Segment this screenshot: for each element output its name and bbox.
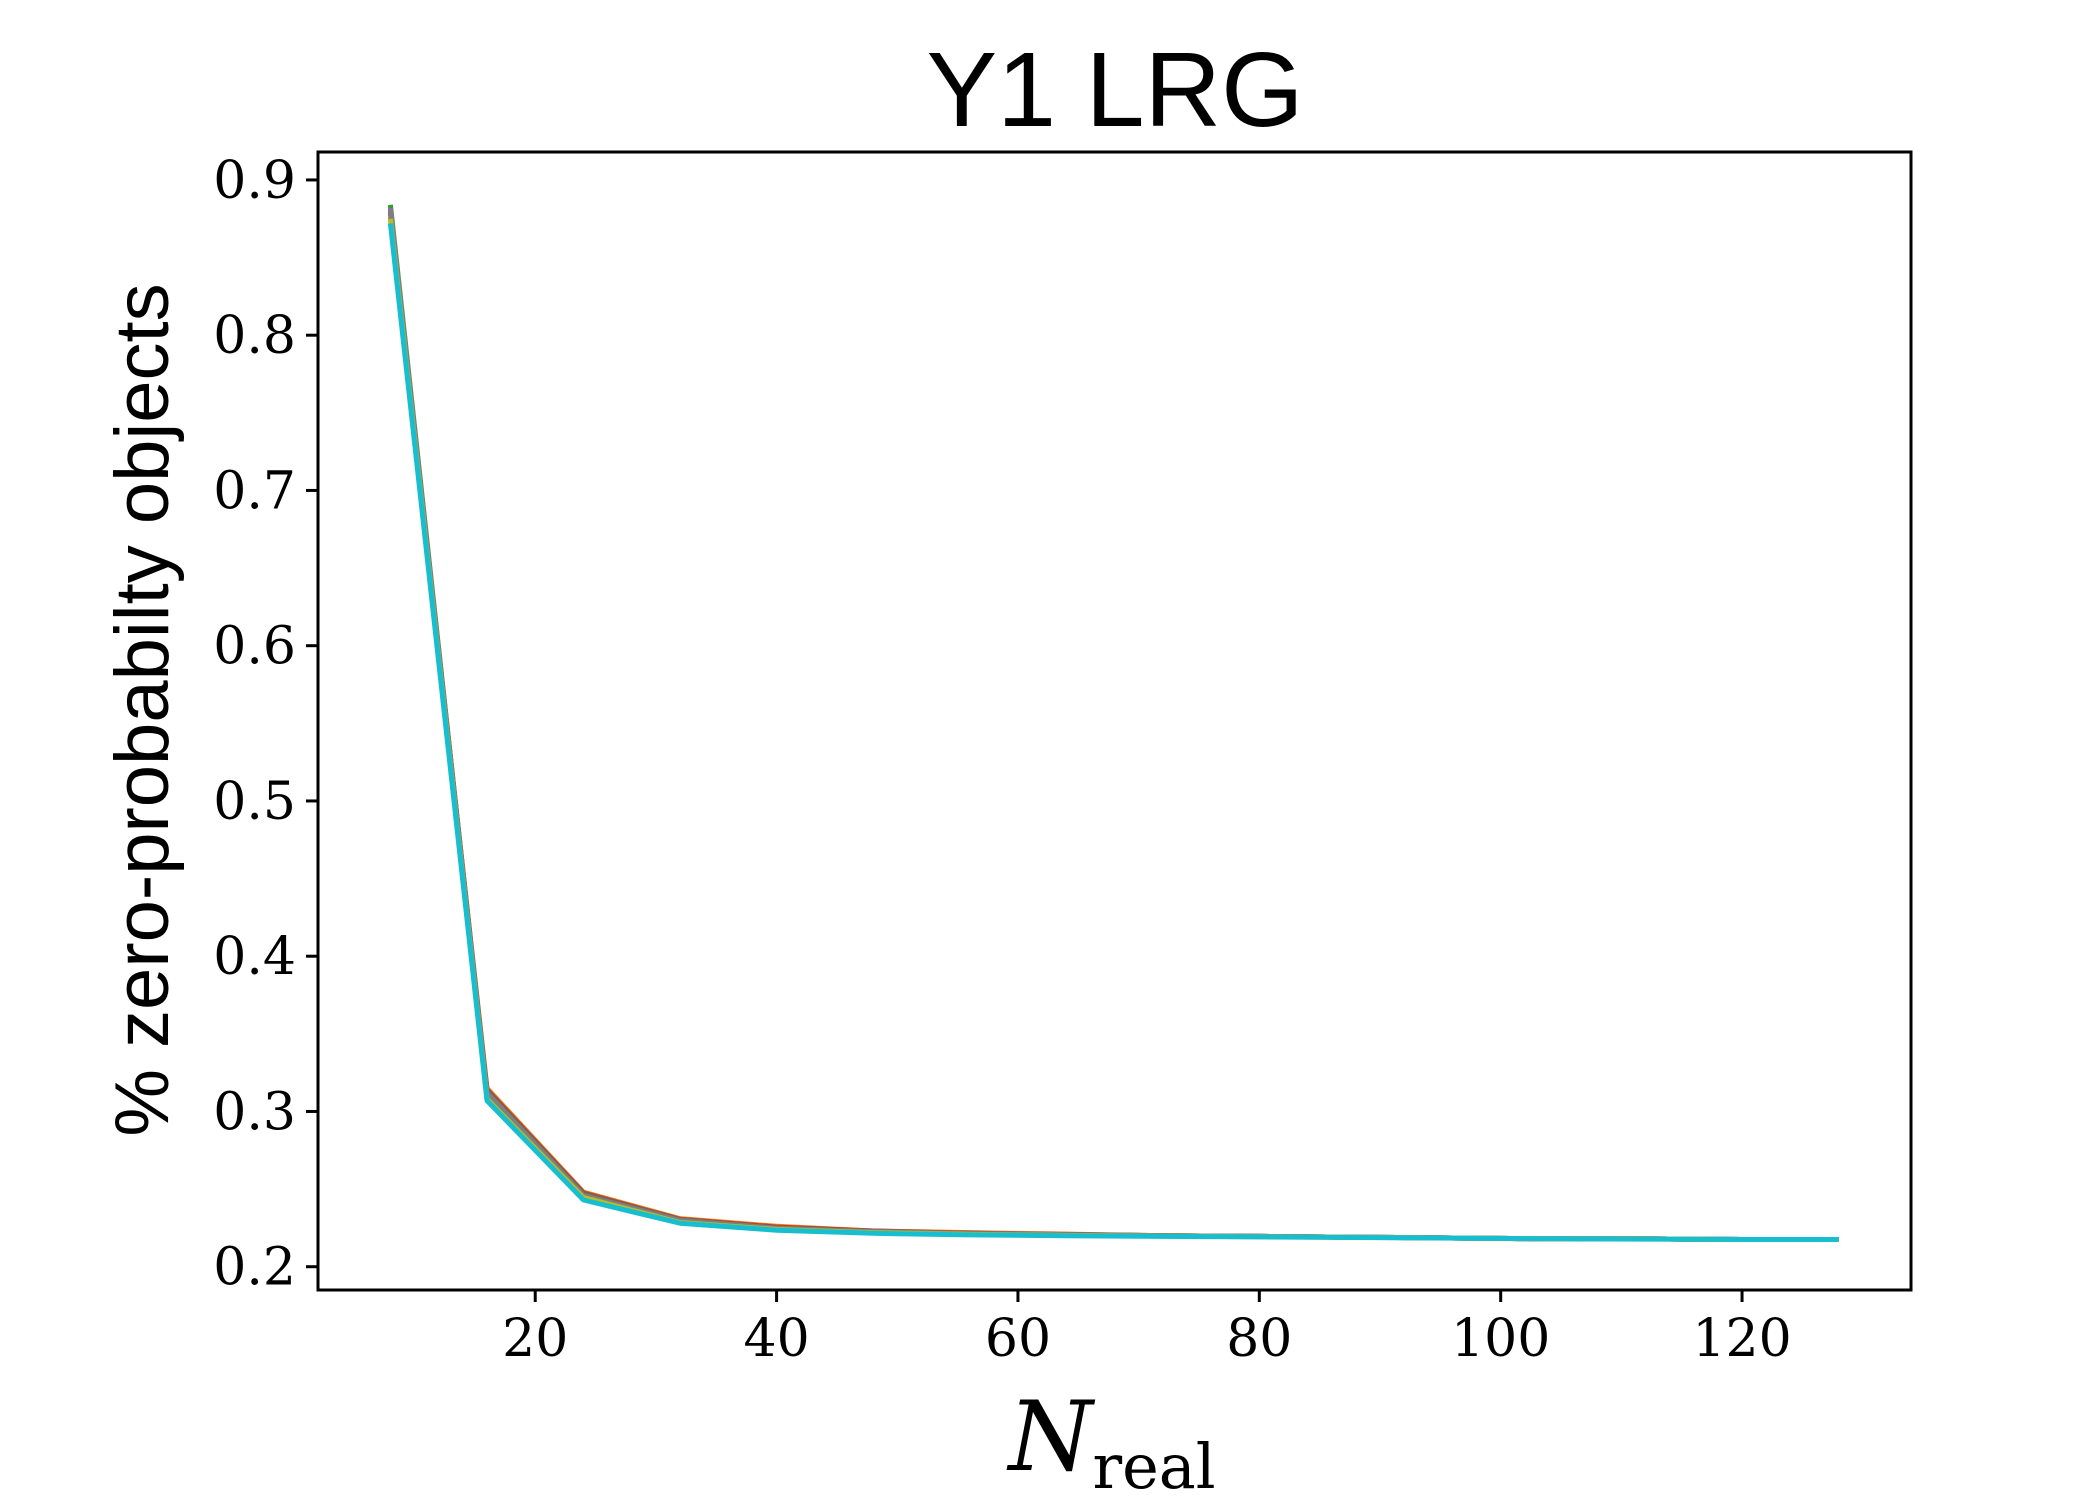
series-line-9 bbox=[387, 218, 1839, 1242]
chart-title: Y1 LRG bbox=[926, 31, 1303, 149]
series-line-1 bbox=[387, 210, 1839, 1242]
series-line-5 bbox=[387, 207, 1839, 1242]
y-tick-label: 0.8 bbox=[213, 306, 296, 366]
series-line-4 bbox=[387, 216, 1839, 1242]
y-tick-label: 0.9 bbox=[213, 151, 296, 211]
y-tick-label: 0.5 bbox=[213, 772, 296, 832]
y-tick-label: 0.6 bbox=[213, 617, 296, 677]
y-axis-label: % zero-probabilty objects bbox=[100, 283, 185, 1136]
x-tick-label: 120 bbox=[1692, 1309, 1791, 1369]
x-tick-label: 40 bbox=[744, 1309, 810, 1369]
x-tick-label: 100 bbox=[1451, 1309, 1550, 1369]
x-tick-label: 60 bbox=[985, 1309, 1051, 1369]
series-line-3 bbox=[387, 204, 1839, 1242]
series-line-10 bbox=[387, 223, 1839, 1242]
series-line-7 bbox=[387, 215, 1839, 1242]
y-tick-label: 0.4 bbox=[213, 927, 296, 987]
x-tick-label: 80 bbox=[1226, 1309, 1292, 1369]
x-axis-ticks: 20 40 60 80 100 120 bbox=[502, 1290, 1792, 1369]
x-axis-label-subscript: real bbox=[1092, 1430, 1215, 1500]
x-axis-label: Nreal bbox=[1006, 1381, 1215, 1500]
y-tick-label: 0.3 bbox=[213, 1082, 296, 1142]
plot-frame bbox=[316, 150, 1913, 1292]
x-tick-label: 20 bbox=[502, 1309, 568, 1369]
y-axis-ticks: 0.2 0.3 0.4 0.5 0.6 0.7 0.8 0.9 bbox=[213, 151, 318, 1298]
y-tick-label: 0.2 bbox=[213, 1238, 296, 1298]
x-axis-label-main: N bbox=[1006, 1381, 1095, 1493]
series-line-2 bbox=[387, 213, 1839, 1242]
y-tick-label: 0.7 bbox=[213, 461, 296, 521]
series-line-6 bbox=[387, 212, 1839, 1242]
series-line-8 bbox=[387, 209, 1839, 1242]
series-layer bbox=[387, 204, 1839, 1242]
